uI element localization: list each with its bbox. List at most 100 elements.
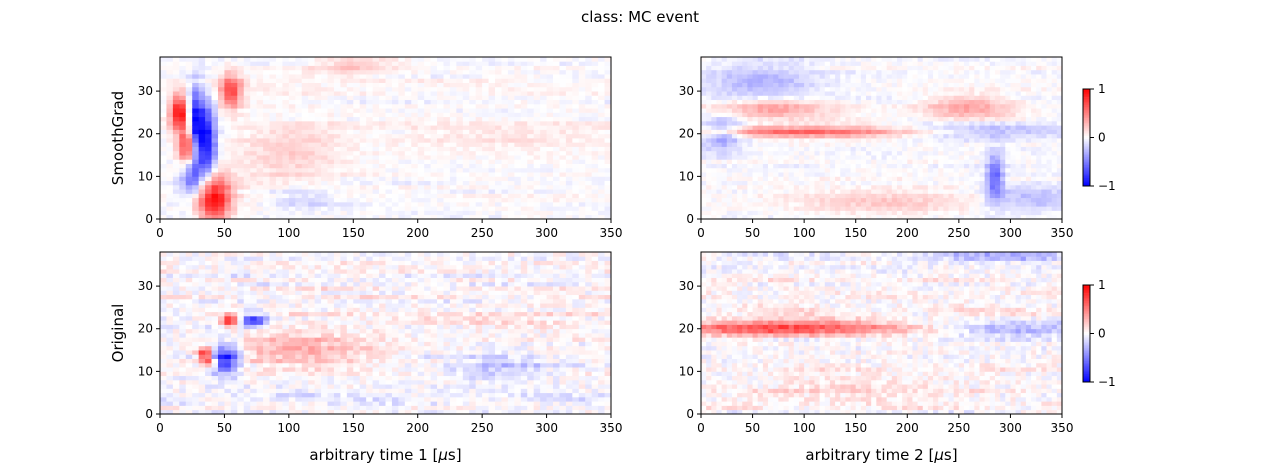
heatmap-cell: [366, 99, 374, 105]
heatmap-cell: [404, 99, 412, 105]
heatmap-cell: [994, 206, 1001, 211]
heatmap-cell: [424, 108, 431, 113]
heatmap-cell: [994, 125, 1001, 130]
heatmap-cell: [866, 150, 872, 156]
heatmap-cell: [430, 99, 438, 105]
heatmap-cell: [411, 180, 419, 186]
heatmap-cell: [783, 112, 790, 118]
heatmap-cell: [829, 69, 836, 75]
heatmap-cell: [984, 159, 991, 164]
heatmap-cell: [495, 163, 502, 169]
heatmap-cell: [866, 142, 872, 147]
heatmap-cell: [578, 65, 586, 71]
heatmap-cell: [263, 197, 270, 203]
heatmap-cell: [726, 176, 733, 182]
heatmap-cell: [327, 120, 335, 126]
heatmap-cell: [979, 193, 986, 199]
heatmap-cell: [192, 91, 200, 96]
heatmap-cell: [953, 176, 960, 182]
heatmap-cell: [327, 210, 335, 216]
heatmap-cell: [379, 206, 386, 211]
heatmap-cell: [989, 206, 996, 211]
heatmap-cell: [788, 129, 795, 135]
heatmap-cell: [809, 201, 815, 207]
heatmap-cell: [938, 86, 944, 92]
heatmap-cell: [424, 125, 431, 130]
heatmap-cell: [711, 103, 717, 109]
heatmap-cell: [346, 142, 354, 147]
heatmap-cell: [1010, 176, 1016, 182]
heatmap-cell: [533, 167, 541, 173]
heatmap-cell: [321, 189, 328, 194]
heatmap-cell: [721, 189, 728, 194]
heatmap-cell: [896, 201, 903, 207]
heatmap-cell: [798, 201, 805, 207]
heatmap-cell: [559, 167, 567, 173]
heatmap-cell: [424, 61, 431, 66]
heatmap-cell: [411, 125, 419, 130]
heatmap-cell: [243, 129, 251, 135]
heatmap-cell: [379, 193, 386, 199]
heatmap-cell: [721, 133, 728, 139]
heatmap-cell: [948, 214, 955, 219]
heatmap-cell: [424, 112, 431, 118]
heatmap-cell: [604, 142, 611, 147]
heatmap-cell: [282, 129, 290, 135]
heatmap-cell: [540, 112, 547, 118]
heatmap-cell: [430, 206, 438, 211]
heatmap-cell: [933, 125, 939, 130]
heatmap-cell: [768, 146, 774, 152]
heatmap-cell: [876, 197, 882, 203]
heatmap-cell: [917, 61, 924, 66]
heatmap-cell: [205, 138, 212, 143]
heatmap-cell: [217, 91, 225, 96]
heatmap-cell: [938, 74, 944, 79]
heatmap-cell: [768, 210, 774, 216]
heatmap-cell: [814, 108, 821, 113]
heatmap-cell: [308, 159, 316, 164]
heatmap-cell: [192, 150, 200, 156]
heatmap-cell: [886, 116, 893, 122]
heatmap-cell: [829, 163, 836, 169]
heatmap-cell: [850, 69, 857, 75]
heatmap-cell: [742, 103, 748, 109]
heatmap-cell: [198, 69, 206, 75]
heatmap-cell: [237, 91, 245, 96]
heatmap-cell: [372, 172, 380, 177]
heatmap-cell: [501, 61, 509, 66]
heatmap-cell: [979, 61, 986, 66]
heatmap-cell: [527, 82, 535, 88]
heatmap-cell: [829, 206, 836, 211]
heatmap-cell: [565, 133, 573, 139]
heatmap-cell: [943, 112, 949, 118]
heatmap-cell: [475, 155, 483, 160]
heatmap-cell: [527, 172, 535, 177]
heatmap-cell: [185, 82, 193, 88]
heatmap-cell: [340, 184, 348, 190]
heatmap-cell: [958, 133, 965, 139]
heatmap-cell: [250, 99, 258, 105]
heatmap-cell: [398, 155, 406, 160]
heatmap-cell: [1005, 120, 1011, 126]
heatmap-cell: [876, 138, 882, 143]
heatmap-cell: [871, 189, 877, 194]
heatmap-cell: [301, 197, 309, 203]
heatmap-cell: [430, 146, 438, 152]
heatmap-cell: [591, 193, 599, 199]
heatmap-cell: [269, 189, 277, 194]
heatmap-cell: [835, 206, 841, 211]
heatmap-cell: [192, 65, 200, 71]
heatmap-cell: [269, 61, 277, 66]
heatmap-cell: [737, 99, 743, 105]
heatmap-cell: [333, 172, 341, 177]
heatmap-cell: [798, 138, 805, 143]
heatmap-cell: [443, 176, 451, 182]
heatmap-cell: [482, 125, 489, 130]
heatmap-cell: [829, 193, 836, 199]
heatmap-cell: [974, 116, 980, 122]
heatmap-cell: [835, 112, 841, 118]
heatmap-cell: [475, 210, 483, 216]
heatmap-cell: [902, 214, 908, 219]
heatmap-cell: [891, 91, 898, 96]
heatmap-cell: [282, 197, 290, 203]
